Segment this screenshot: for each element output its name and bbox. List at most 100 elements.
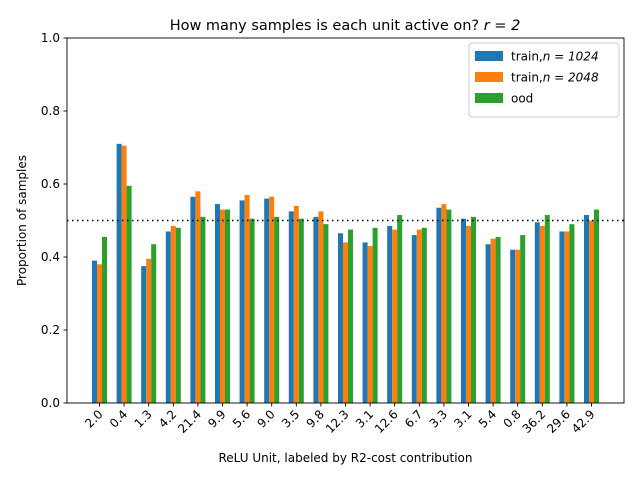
- x-tick-label: 36.2: [520, 407, 549, 436]
- bars-layer: [92, 143, 599, 404]
- bar-2-11: [343, 242, 348, 403]
- x-tick-label: 6.7: [402, 407, 425, 430]
- bar-3-21: [594, 209, 599, 403]
- bar-2-20: [564, 231, 570, 403]
- bar-1-3: [141, 266, 147, 404]
- bar-1-20: [559, 231, 565, 403]
- bar-2-8: [269, 196, 275, 403]
- bar-1-1: [92, 260, 97, 403]
- bar-3-15: [446, 209, 452, 403]
- bar-2-13: [392, 229, 398, 404]
- legend: train,n = 1024 train,n = 2048 ood: [468, 42, 620, 118]
- bar-2-12: [367, 246, 373, 403]
- x-tick-label: 9.9: [205, 407, 228, 430]
- x-tick-label: 42.9: [569, 407, 598, 436]
- x-axis-label: ReLU Unit, labeled by R2-cost contributi…: [218, 451, 472, 465]
- bar-1-21: [584, 215, 589, 403]
- x-tick-label: 5.4: [476, 407, 499, 430]
- x-tick-label: 5.6: [230, 407, 253, 430]
- bar-2-10: [318, 211, 324, 404]
- x-tick-label: 3.3: [427, 407, 450, 430]
- y-tick-label: 0.2: [41, 323, 60, 337]
- bar-2-4: [170, 225, 176, 403]
- bar-2-16: [466, 225, 471, 403]
- bar-1-8: [264, 198, 270, 403]
- bar-3-20: [569, 224, 575, 403]
- x-tick-label: 12.6: [372, 407, 401, 436]
- bar-1-19: [534, 222, 540, 403]
- bar-3-6: [225, 209, 230, 403]
- y-tick-label: 0.0: [41, 396, 60, 410]
- y-tick-label: 1.0: [41, 31, 60, 45]
- bar-2-3: [146, 258, 152, 403]
- chart-title-math: r = 2: [484, 18, 521, 34]
- x-tick-label: 9.0: [254, 407, 277, 430]
- bar-1-9: [288, 211, 294, 404]
- legend-swatch-1: [475, 51, 503, 61]
- legend-label-3: ood: [511, 92, 533, 106]
- y-tick-label: 0.4: [41, 250, 60, 264]
- bar-2-5: [195, 191, 201, 403]
- x-tick-label: 1.3: [131, 407, 154, 430]
- bar-3-11: [348, 229, 353, 404]
- bar-3-10: [323, 224, 329, 403]
- bar-1-11: [338, 233, 343, 403]
- bar-2-19: [539, 225, 545, 403]
- y-axis-label: Proportion of samples: [15, 155, 29, 286]
- y-tick-label: 0.6: [41, 177, 60, 191]
- bar-1-2: [116, 143, 122, 403]
- x-tick-label: 21.4: [175, 407, 204, 436]
- chart-title: How many samples is each unit active on?…: [170, 18, 521, 34]
- bar-3-1: [102, 236, 107, 403]
- bar-3-12: [372, 227, 378, 403]
- bar-2-15: [441, 204, 447, 403]
- chart-title-text: How many samples is each unit active on?: [170, 18, 484, 34]
- bar-3-17: [495, 236, 501, 403]
- bar-2-18: [515, 249, 521, 403]
- bar-3-3: [151, 244, 157, 403]
- bar-2-14: [416, 229, 422, 404]
- x-tick-label: 29.6: [544, 407, 573, 436]
- bar-3-13: [397, 215, 403, 403]
- bar-3-16: [471, 216, 476, 403]
- bar-3-18: [520, 235, 526, 403]
- legend-swatch-2: [475, 72, 503, 82]
- bar-3-9: [298, 218, 304, 403]
- bar-3-19: [544, 215, 550, 403]
- bar-2-7: [244, 194, 250, 403]
- x-tick-label: 0.4: [107, 407, 130, 430]
- bar-2-21: [589, 220, 594, 403]
- bar-1-15: [436, 207, 442, 403]
- legend-label-2: train,n = 2048: [511, 71, 599, 85]
- bar-3-4: [175, 227, 181, 403]
- legend-label-1: train,n = 1024: [511, 50, 599, 64]
- x-axis: 2.0 0.4 1.3 4.221.4 9.9 5.6 9.0 3.5 9.812.3 3.112…: [82, 403, 598, 436]
- bar-1-6: [215, 204, 220, 403]
- legend-box: [468, 42, 620, 118]
- x-tick-label: 3.5: [279, 407, 302, 430]
- bar-2-9: [293, 205, 299, 403]
- bar-2-17: [490, 238, 496, 403]
- bar-1-17: [485, 244, 491, 403]
- bar-2-6: [220, 209, 225, 403]
- x-tick-label: 2.0: [82, 407, 105, 430]
- bar-1-14: [411, 235, 417, 403]
- x-tick-label: 12.3: [323, 407, 352, 436]
- bar-1-18: [510, 249, 516, 403]
- bar-1-12: [362, 242, 368, 403]
- bar-1-7: [239, 200, 245, 403]
- bar-1-13: [387, 225, 393, 403]
- bar-3-8: [274, 216, 280, 403]
- bar-3-2: [126, 185, 132, 403]
- y-axis: 0.0 0.2 0.4 0.6 0.8 1.0: [41, 31, 67, 410]
- bar-3-7: [249, 218, 255, 403]
- bar-1-4: [165, 231, 171, 403]
- bar-1-10: [313, 216, 319, 403]
- legend-swatch-3: [475, 93, 503, 103]
- bar-3-5: [200, 216, 206, 403]
- bar-2-1: [97, 264, 102, 403]
- bar-2-2: [121, 145, 127, 403]
- bar-3-14: [421, 227, 427, 403]
- x-tick-label: 3.1: [451, 407, 474, 430]
